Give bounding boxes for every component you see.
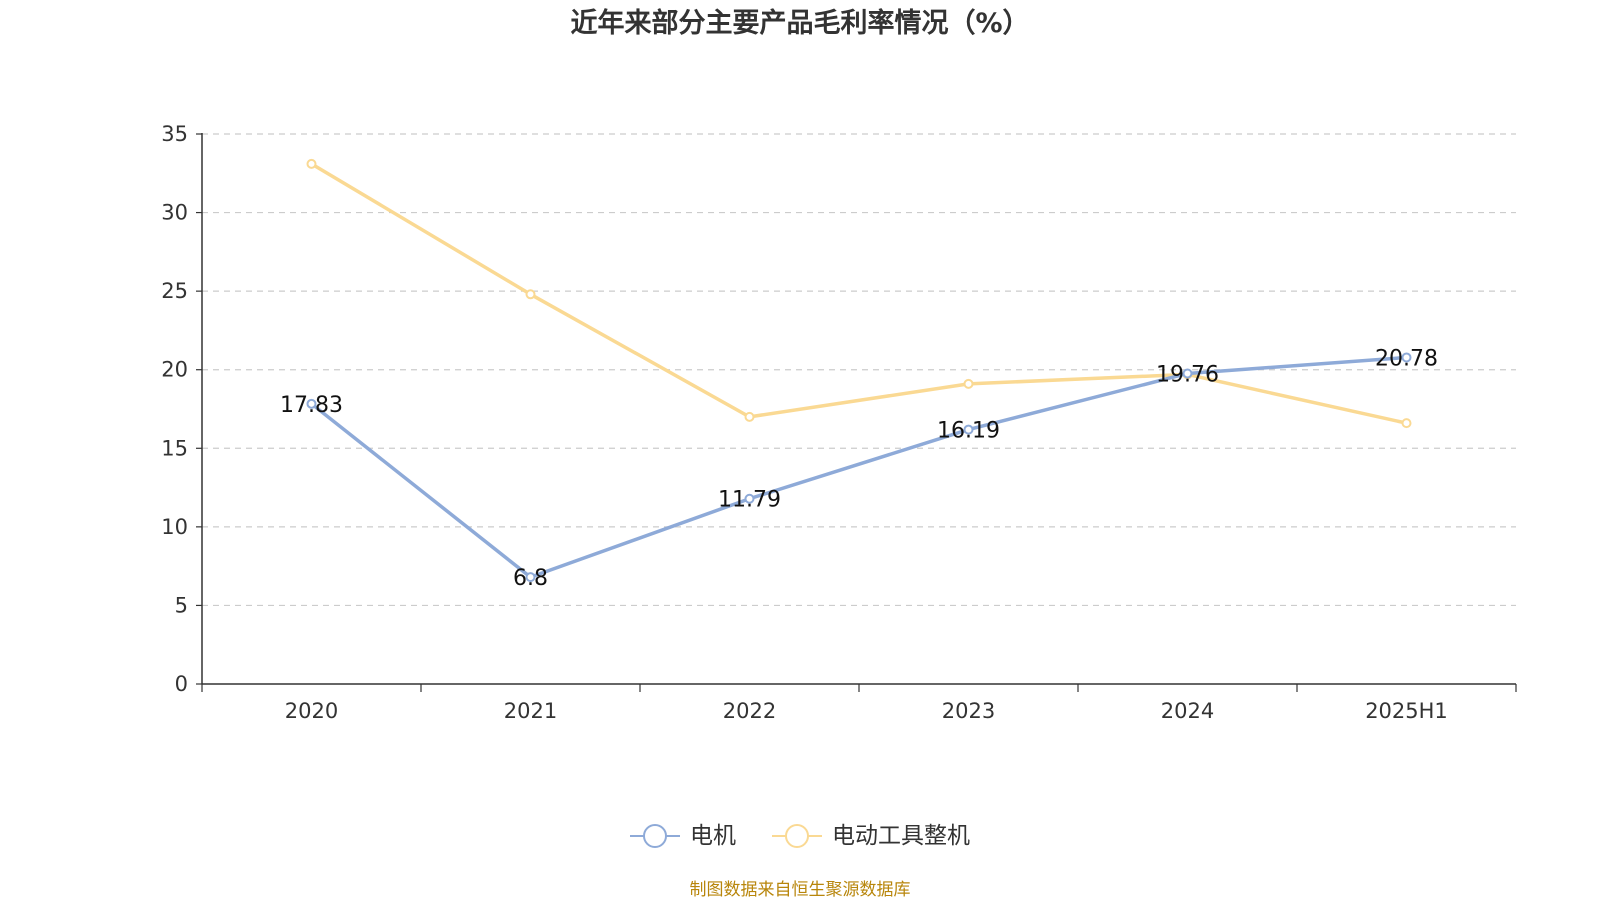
data-point-motor[interactable] bbox=[306, 398, 317, 409]
legend-swatch-motor-icon bbox=[630, 824, 680, 848]
y-tick-label: 10 bbox=[161, 515, 188, 539]
x-tick-label: 2025H1 bbox=[1365, 699, 1448, 723]
y-tick-label: 15 bbox=[161, 436, 188, 460]
data-point-power-tool[interactable] bbox=[1401, 418, 1412, 429]
data-label: 16.19 bbox=[937, 419, 1000, 444]
axes: 0 5 10 15 20 25 30 35 2020 2021 2022 2023 2024 2025H1 bbox=[161, 122, 1517, 723]
y-tick-label: 35 bbox=[161, 122, 188, 146]
series-line-motor bbox=[309, 355, 1409, 579]
chart-title: 近年来部分主要产品毛利率情况（%） bbox=[570, 8, 1030, 39]
y-tick-label: 5 bbox=[175, 593, 188, 617]
data-point-motor[interactable] bbox=[963, 424, 974, 435]
data-label: 19.76 bbox=[1156, 362, 1219, 387]
source-note: 制图数据来自恒生聚源数据库 bbox=[689, 880, 911, 900]
series-lines bbox=[306, 158, 1412, 583]
data-point-motor[interactable] bbox=[1182, 368, 1193, 379]
grid-lines bbox=[202, 133, 1516, 607]
data-label: 20.78 bbox=[1375, 346, 1438, 371]
y-tick-label: 0 bbox=[175, 672, 188, 696]
data-point-motor[interactable] bbox=[1401, 352, 1412, 363]
series-line-power-tool bbox=[309, 162, 1409, 425]
legend-label-power-tool: 电动工具整机 bbox=[832, 823, 970, 849]
data-point-power-tool[interactable] bbox=[744, 411, 755, 422]
legend-item-motor[interactable]: 电机 bbox=[630, 822, 736, 850]
legend-item-power-tool[interactable]: 电动工具整机 bbox=[772, 822, 970, 850]
x-tick-label: 2023 bbox=[942, 699, 995, 723]
data-label: 17.83 bbox=[280, 393, 343, 418]
y-tick-label: 20 bbox=[161, 358, 188, 382]
legend-label-motor: 电机 bbox=[690, 823, 736, 849]
data-point-motor[interactable] bbox=[744, 493, 755, 504]
data-labels: 17.83 6.8 11.79 16.19 19.76 20.78 bbox=[280, 346, 1438, 591]
x-tick-label: 2021 bbox=[504, 699, 557, 723]
legend-swatch-power-tool-icon bbox=[772, 824, 822, 848]
y-tick-label: 30 bbox=[161, 201, 188, 225]
data-point-motor[interactable] bbox=[525, 572, 536, 583]
y-tick-label: 25 bbox=[161, 279, 188, 303]
data-label: 11.79 bbox=[718, 488, 781, 513]
x-tick-label: 2022 bbox=[723, 699, 776, 723]
data-point-power-tool[interactable] bbox=[306, 158, 317, 169]
x-tick-label: 2024 bbox=[1161, 699, 1214, 723]
data-point-power-tool[interactable] bbox=[525, 289, 536, 300]
legend: 电机 电动工具整机 bbox=[0, 822, 1600, 850]
data-label: 6.8 bbox=[513, 566, 548, 591]
x-tick-label: 2020 bbox=[285, 699, 338, 723]
data-point-power-tool[interactable] bbox=[963, 378, 974, 389]
